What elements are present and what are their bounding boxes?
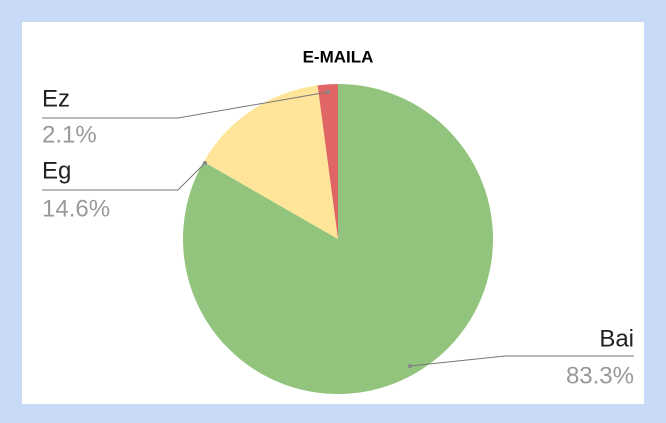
pie-slice (203, 85, 338, 239)
leader-dot (203, 161, 207, 165)
leader-dot (408, 364, 412, 368)
slice-label: Bai (599, 325, 634, 352)
leader-line (42, 91, 329, 119)
pie-slice (317, 84, 338, 239)
leader-line (409, 355, 634, 367)
leader-dot (326, 90, 330, 94)
slice-label: Ez (42, 85, 70, 112)
chart-title: E-MAILA (303, 47, 374, 66)
leader-line (42, 162, 206, 191)
slice-value-label: 2.1% (42, 121, 97, 148)
slice-value-label: 14.6% (42, 195, 110, 222)
slice-label: Eg (42, 157, 71, 184)
slice-value-label: 83.3% (566, 362, 634, 389)
